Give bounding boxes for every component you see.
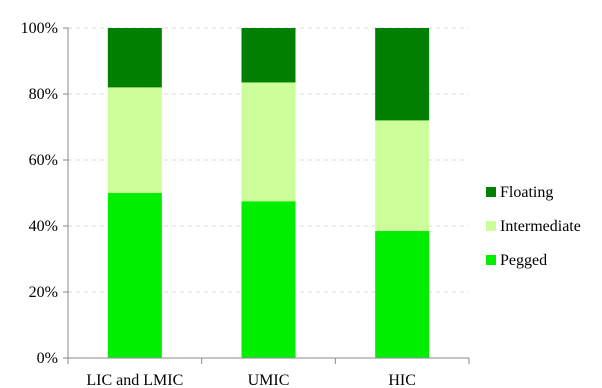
bar-pegged-2 xyxy=(241,201,296,358)
bar-floating-1 xyxy=(107,28,162,88)
legend-swatch-pegged xyxy=(486,255,496,265)
x-axis-ticks: LIC and LMIC UMIC HIC xyxy=(67,358,470,388)
y-axis-ticks: 0% 20% 40% 60% 80% 100% xyxy=(21,20,68,367)
x-tick-label: LIC and LMIC xyxy=(86,372,183,388)
legend-label-pegged: Pegged xyxy=(500,252,547,269)
axes xyxy=(67,28,469,359)
legend-label-intermediate: Intermediate xyxy=(500,218,581,235)
legend-swatch-floating xyxy=(486,187,496,197)
legend-label-floating: Floating xyxy=(500,184,553,201)
bar-intermediate-3 xyxy=(375,120,430,231)
y-tick-label: 60% xyxy=(29,152,58,169)
bar-intermediate-2 xyxy=(241,82,296,202)
y-tick-label: 0% xyxy=(37,350,58,367)
legend: Floating Intermediate Pegged xyxy=(486,184,581,269)
legend-swatch-intermediate xyxy=(486,221,496,231)
bar-floating-2 xyxy=(241,28,296,83)
x-tick-label: HIC xyxy=(388,372,416,388)
bars xyxy=(107,28,430,358)
bar-floating-3 xyxy=(375,28,430,121)
y-tick-label: 20% xyxy=(29,284,58,301)
bar-pegged-3 xyxy=(375,230,430,358)
x-tick-label: UMIC xyxy=(248,372,290,388)
bar-intermediate-1 xyxy=(107,87,162,193)
y-tick-label: 80% xyxy=(29,86,58,103)
y-tick-label: 40% xyxy=(29,218,58,235)
y-tick-label: 100% xyxy=(21,20,58,37)
bar-pegged-1 xyxy=(107,193,162,358)
